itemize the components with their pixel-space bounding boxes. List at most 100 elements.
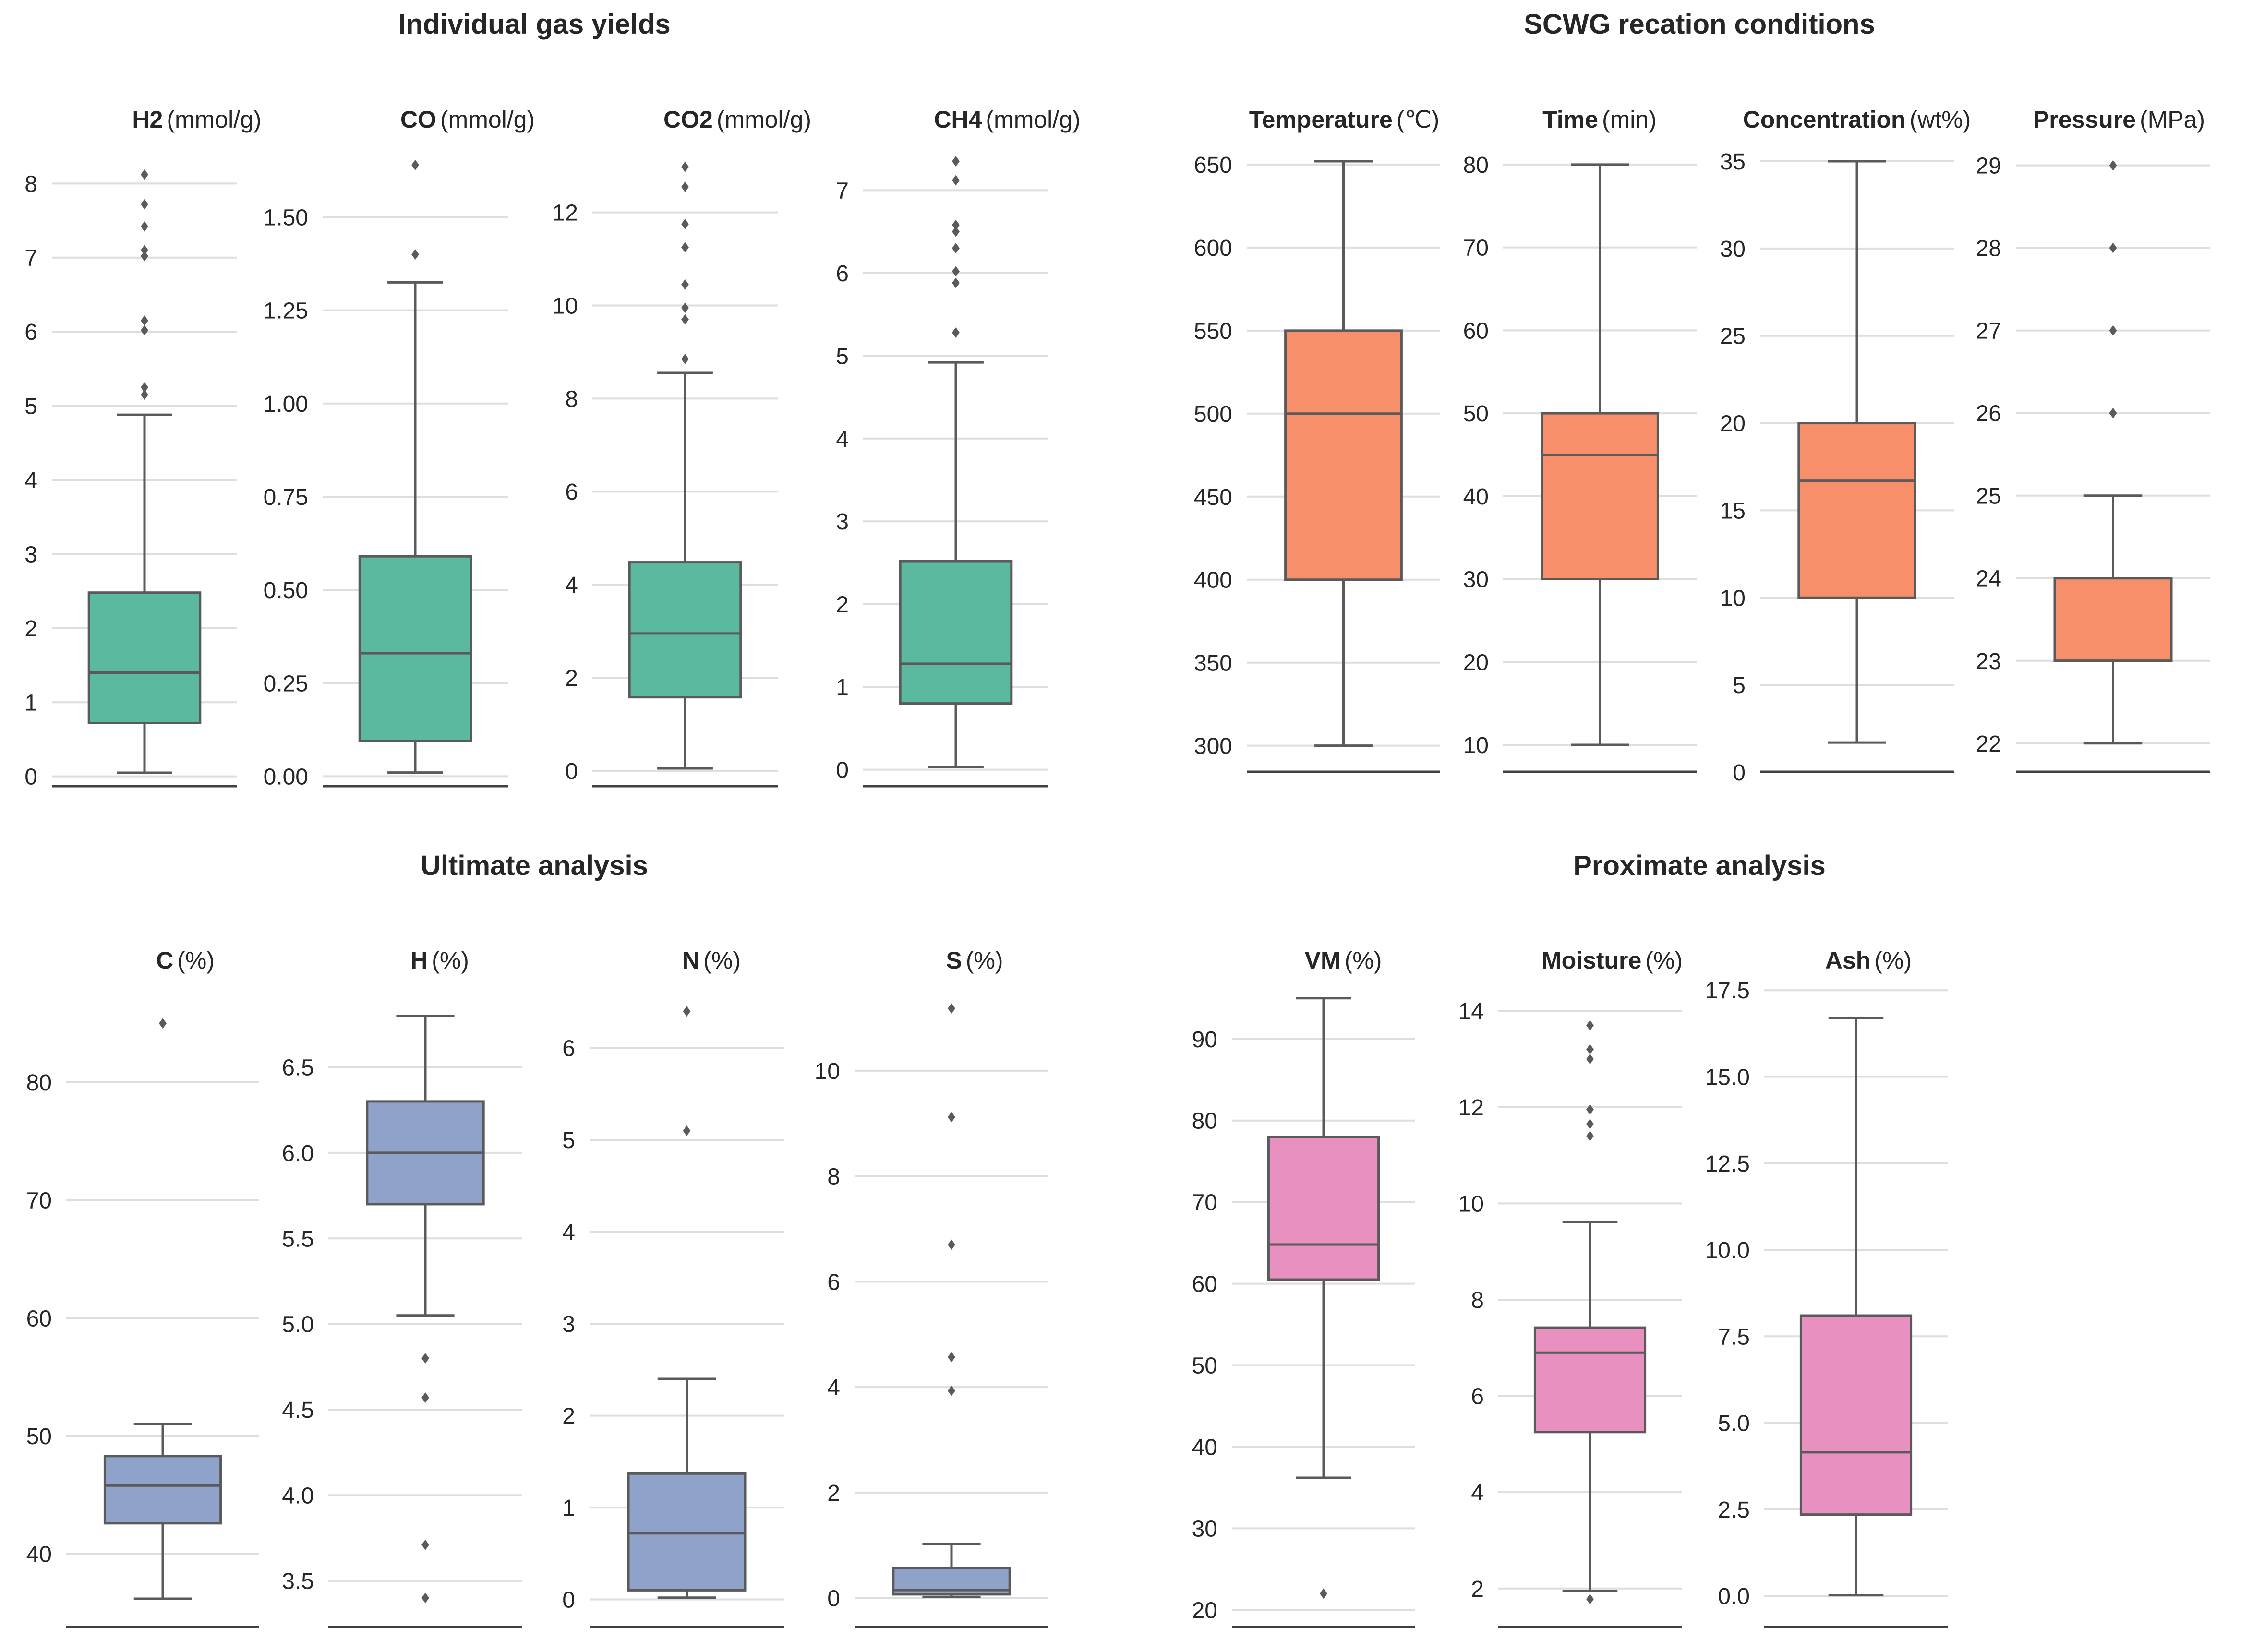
box-temperature xyxy=(1284,329,1403,581)
tick-label-h2-6: 6 xyxy=(24,320,37,345)
tick-label-ch4-5: 5 xyxy=(836,344,849,369)
tick-label-h2-3: 3 xyxy=(24,542,37,567)
tick-label-co2-5: 10 xyxy=(553,293,578,319)
group-title-gas-yields: Individual gas yields xyxy=(398,9,670,40)
outlier-ch4-3 xyxy=(952,243,960,254)
tick-label-concentration-1: 5 xyxy=(1733,673,1746,698)
tick-label-h-3: 5.0 xyxy=(282,1312,314,1338)
outlier-s-1 xyxy=(948,1352,955,1363)
tick-label-concentration-6: 30 xyxy=(1720,237,1746,262)
tick-label-concentration-2: 10 xyxy=(1720,586,1746,611)
tick-label-time-2: 30 xyxy=(1463,567,1489,593)
panel-s: S (%) 0 2 4 6 8 10 xyxy=(815,947,1048,1628)
tick-label-co-4: 1.00 xyxy=(264,392,308,417)
panel-title-co: CO (mmol/g) xyxy=(400,106,535,133)
tick-label-moisture-2: 6 xyxy=(1471,1384,1484,1410)
tick-label-time-4: 50 xyxy=(1463,401,1489,427)
tick-label-h-1: 4.0 xyxy=(282,1483,314,1508)
panel-c: C (%) 40 50 60 70 80 xyxy=(26,947,259,1628)
outlier-co2-7 xyxy=(681,161,689,172)
tick-label-moisture-5: 12 xyxy=(1458,1095,1484,1121)
panel-unit-h: (%) xyxy=(432,947,469,974)
box-co xyxy=(358,555,472,742)
tick-label-n-4: 4 xyxy=(562,1220,575,1245)
tick-label-vm-7: 90 xyxy=(1192,1027,1217,1053)
tick-label-ash-3: 7.5 xyxy=(1718,1324,1750,1350)
panel-name-c: C xyxy=(156,947,173,974)
panel-concentration: Concentration (wt%) 0 5 10 15 20 25 30 35 xyxy=(1720,106,1971,786)
panel-name-ash: Ash xyxy=(1825,947,1870,974)
tick-label-ch4-1: 1 xyxy=(836,675,849,700)
outlier-moisture-0 xyxy=(1586,1593,1594,1604)
tick-label-co-0: 0.00 xyxy=(264,764,308,790)
group-title-ultimate-analysis: Ultimate analysis xyxy=(421,850,648,881)
outlier-moisture-6 xyxy=(1586,1020,1594,1031)
tick-label-s-5: 10 xyxy=(815,1059,840,1084)
panel-name-h2: H2 xyxy=(132,106,163,133)
panel-name-time: Time xyxy=(1542,106,1598,133)
outlier-h2-5 xyxy=(141,245,148,256)
tick-label-concentration-5: 25 xyxy=(1720,324,1746,349)
panel-title-c: C (%) xyxy=(156,947,215,974)
tick-label-ash-6: 15.0 xyxy=(1705,1065,1750,1090)
box-h2 xyxy=(87,591,202,724)
tick-label-pressure-2: 24 xyxy=(1976,566,2001,592)
panel-name-h: H xyxy=(410,947,428,974)
tick-label-time-3: 40 xyxy=(1463,484,1489,510)
box-ash xyxy=(1799,1314,1913,1516)
outlier-h2-3 xyxy=(141,315,148,326)
tick-label-vm-1: 30 xyxy=(1192,1516,1217,1542)
panel-unit-ash: (%) xyxy=(1874,947,1912,974)
panel-unit-ch4: (mmol/g) xyxy=(986,106,1080,133)
tick-label-time-0: 10 xyxy=(1463,733,1489,758)
tick-label-vm-6: 80 xyxy=(1192,1109,1217,1134)
outlier-moisture-3 xyxy=(1586,1104,1594,1115)
panel-unit-h2: (mmol/g) xyxy=(167,106,261,133)
tick-label-co2-2: 4 xyxy=(565,573,578,598)
outlier-h-3 xyxy=(421,1592,429,1604)
tick-label-co2-0: 0 xyxy=(565,759,578,784)
outlier-pressure-0 xyxy=(2109,407,2117,419)
tick-label-moisture-6: 14 xyxy=(1458,999,1484,1024)
outlier-ch4-6 xyxy=(952,175,960,186)
tick-label-c-0: 40 xyxy=(26,1542,52,1568)
panel-name-s: S xyxy=(946,947,962,974)
outlier-co2-3 xyxy=(681,279,689,290)
panel-name-temperature: Temperature xyxy=(1249,106,1393,133)
tick-label-s-3: 6 xyxy=(827,1269,840,1295)
tick-label-co2-1: 2 xyxy=(565,666,578,691)
tick-label-h2-0: 0 xyxy=(24,765,37,790)
tick-label-co-6: 1.50 xyxy=(264,205,308,230)
outlier-h2-4 xyxy=(141,251,148,262)
tick-label-ch4-4: 4 xyxy=(836,427,849,452)
tick-label-h2-5: 5 xyxy=(24,394,37,419)
group-title-scwg-conditions: SCWG recation conditions xyxy=(1524,9,1875,40)
tick-label-pressure-1: 23 xyxy=(1976,649,2001,674)
panel-name-pressure: Pressure xyxy=(2033,106,2136,133)
panel-title-h2: H2 (mmol/g) xyxy=(132,106,261,133)
panel-unit-s: (%) xyxy=(966,947,1003,974)
outlier-ch4-1 xyxy=(952,277,960,288)
tick-label-vm-3: 50 xyxy=(1192,1353,1217,1379)
tick-label-temperature-5: 550 xyxy=(1194,319,1232,344)
panel-unit-concentration: (wt%) xyxy=(1910,106,1971,133)
tick-label-ash-7: 17.5 xyxy=(1705,978,1750,1004)
tick-label-h-4: 5.5 xyxy=(282,1226,314,1252)
tick-label-vm-4: 60 xyxy=(1192,1272,1217,1297)
outlier-ch4-4 xyxy=(952,226,960,237)
panel-n: N (%) 0 1 2 3 4 5 6 xyxy=(562,947,784,1628)
panel-title-h: H (%) xyxy=(410,947,469,974)
tick-label-ash-1: 2.5 xyxy=(1718,1497,1750,1523)
outlier-h2-7 xyxy=(141,199,148,210)
tick-label-pressure-7: 29 xyxy=(1976,154,2001,179)
tick-label-vm-0: 20 xyxy=(1192,1598,1217,1623)
tick-label-temperature-0: 300 xyxy=(1194,734,1232,759)
panel-title-co2: CO2 (mmol/g) xyxy=(663,106,811,133)
tick-label-h2-1: 1 xyxy=(24,690,37,716)
tick-label-c-3: 70 xyxy=(26,1188,52,1214)
panel-unit-moisture: (%) xyxy=(1645,947,1683,974)
box-ch4 xyxy=(899,560,1013,705)
panel-unit-temperature: (℃) xyxy=(1397,106,1439,133)
